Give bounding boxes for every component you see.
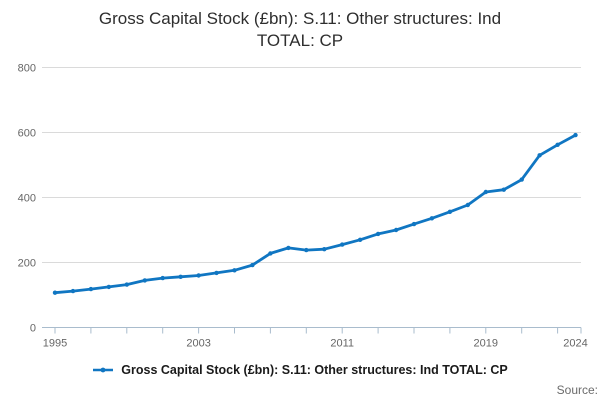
data-point <box>519 177 524 182</box>
data-point <box>286 245 291 251</box>
data-point <box>429 216 435 221</box>
data-point <box>483 189 488 195</box>
y-tick-label: 800 <box>18 63 36 75</box>
legend: Gross Capital Stock (£bn): S.11: Other s… <box>0 363 600 377</box>
y-tick-label: 200 <box>18 258 36 270</box>
x-tick-label: 2019 <box>474 338 498 350</box>
x-tick-label: 2011 <box>330 338 354 350</box>
x-tick-label: 2024 <box>563 338 587 350</box>
data-point <box>322 247 327 252</box>
data-point <box>393 227 399 233</box>
data-point <box>447 209 453 214</box>
data-point <box>178 274 183 279</box>
data-point <box>106 284 112 290</box>
data-point <box>214 270 219 276</box>
data-point <box>52 290 58 295</box>
data-point <box>70 288 76 294</box>
legend-line-swatch <box>93 367 114 373</box>
data-point <box>340 242 345 247</box>
data-point <box>268 251 273 256</box>
data-line <box>53 133 577 295</box>
x-tick-label: 1995 <box>43 338 67 350</box>
y-tick-label: 400 <box>18 193 36 205</box>
data-point <box>537 153 542 158</box>
data-point <box>304 247 309 253</box>
data-point <box>411 221 417 227</box>
y-tick-label: 600 <box>18 128 36 140</box>
data-point <box>196 273 201 278</box>
data-point <box>501 187 506 192</box>
chart-title-line2: TOTAL: CP <box>256 31 344 50</box>
data-point <box>124 282 129 287</box>
data-point <box>357 237 363 242</box>
data-point <box>142 278 147 283</box>
x-tick-label: 2003 <box>186 338 210 350</box>
data-point <box>555 142 560 147</box>
data-point <box>573 132 578 138</box>
data-point <box>250 262 255 268</box>
data-point <box>160 275 165 281</box>
data-point <box>465 202 470 208</box>
legend-label: Gross Capital Stock (£bn): S.11: Other s… <box>121 363 508 377</box>
y-tick-label: 0 <box>30 323 36 335</box>
source-label: Source: <box>556 383 598 397</box>
chart-title-line1: Gross Capital Stock (£bn): S.11: Other s… <box>98 9 502 28</box>
data-point <box>375 231 381 237</box>
data-point <box>232 268 237 273</box>
data-point <box>88 286 94 292</box>
chart-title: Gross Capital Stock (£bn): S.11: Other s… <box>0 8 600 52</box>
